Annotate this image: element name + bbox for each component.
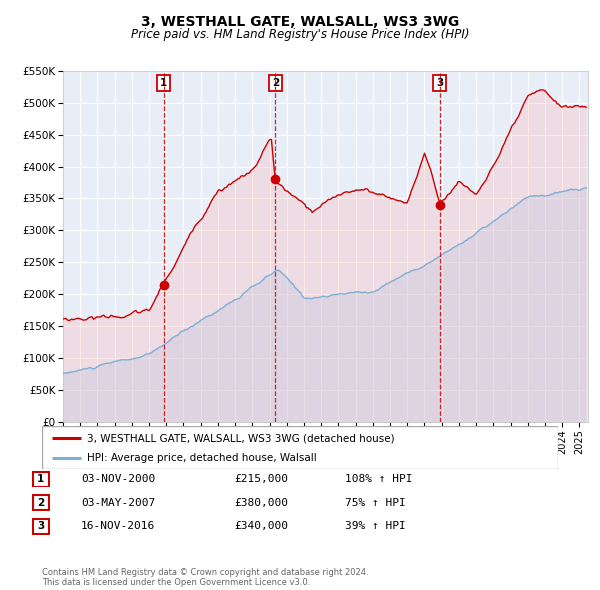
Text: 1: 1 xyxy=(37,474,44,484)
Text: 16-NOV-2016: 16-NOV-2016 xyxy=(81,522,155,531)
Text: 2: 2 xyxy=(272,78,279,88)
Text: 03-MAY-2007: 03-MAY-2007 xyxy=(81,498,155,507)
Text: 03-NOV-2000: 03-NOV-2000 xyxy=(81,474,155,484)
Text: 75% ↑ HPI: 75% ↑ HPI xyxy=(345,498,406,507)
Text: HPI: Average price, detached house, Walsall: HPI: Average price, detached house, Wals… xyxy=(88,453,317,463)
Text: 108% ↑ HPI: 108% ↑ HPI xyxy=(345,474,413,484)
Text: 1: 1 xyxy=(160,78,167,88)
Text: 3, WESTHALL GATE, WALSALL, WS3 3WG: 3, WESTHALL GATE, WALSALL, WS3 3WG xyxy=(141,15,459,29)
Text: 3: 3 xyxy=(436,78,443,88)
Text: Contains HM Land Registry data © Crown copyright and database right 2024.
This d: Contains HM Land Registry data © Crown c… xyxy=(42,568,368,587)
Text: 3, WESTHALL GATE, WALSALL, WS3 3WG (detached house): 3, WESTHALL GATE, WALSALL, WS3 3WG (deta… xyxy=(88,433,395,443)
Text: £380,000: £380,000 xyxy=(234,498,288,507)
Text: £340,000: £340,000 xyxy=(234,522,288,531)
Text: Price paid vs. HM Land Registry's House Price Index (HPI): Price paid vs. HM Land Registry's House … xyxy=(131,28,469,41)
Text: 2: 2 xyxy=(37,498,44,507)
Text: £215,000: £215,000 xyxy=(234,474,288,484)
Text: 3: 3 xyxy=(37,522,44,531)
Text: 39% ↑ HPI: 39% ↑ HPI xyxy=(345,522,406,531)
